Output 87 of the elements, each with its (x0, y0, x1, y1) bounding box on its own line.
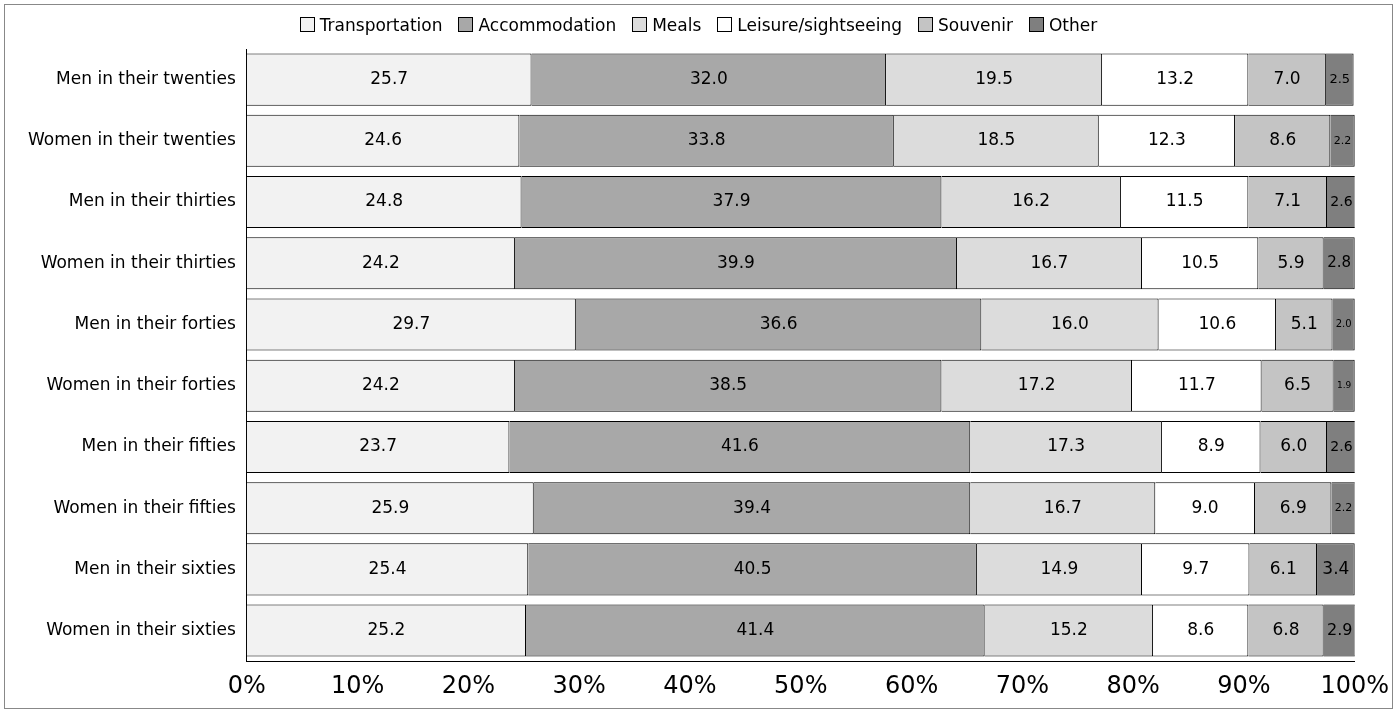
data-label: 9.0 (1191, 496, 1219, 517)
y-tick-label: Women in their thirties (40, 251, 236, 272)
data-label: 5.9 (1277, 251, 1305, 272)
data-label: 8.6 (1187, 619, 1215, 640)
data-label: 16.7 (1030, 251, 1069, 272)
data-label: 25.7 (370, 68, 409, 89)
y-tick-label: Men in their fifties (81, 435, 236, 456)
data-label: 6.5 (1284, 374, 1312, 395)
data-label: 25.9 (371, 496, 410, 517)
x-tick-label: 10% (330, 670, 385, 699)
y-tick-label: Men in their sixties (74, 557, 236, 578)
data-label: 10.6 (1198, 312, 1237, 333)
x-tick-label: 80% (1106, 670, 1160, 699)
x-tick-label: 20% (441, 670, 496, 699)
data-label: 13.2 (1156, 68, 1195, 89)
series-label: Accommodation (478, 15, 617, 35)
data-label: 33.8 (687, 129, 726, 150)
legend-label: Other (1048, 15, 1098, 35)
data-label: 41.4 (736, 619, 775, 640)
data-label: 25.4 (368, 557, 407, 578)
data-label: 38.5 (709, 374, 748, 395)
data-label: 16.0 (1051, 312, 1089, 333)
data-label: 17.2 (1017, 374, 1056, 395)
data-label: 11.7 (1177, 374, 1216, 395)
data-label: 10.5 (1181, 251, 1220, 272)
data-label: 8.6 (1269, 129, 1297, 150)
x-tick-label: 40% (663, 670, 717, 699)
data-label: 40.5 (733, 557, 772, 578)
data-label: 29.7 (392, 312, 431, 333)
data-label: 25.2 (367, 619, 406, 640)
data-label: 2.8 (1327, 253, 1352, 272)
data-label: 3.4 (1322, 557, 1350, 578)
data-label: 7.1 (1274, 190, 1302, 211)
data-label: 32.0 (689, 68, 728, 89)
y-tick-label: Women in their sixties (46, 619, 236, 640)
legend-label: Meals (652, 15, 702, 35)
data-label: 2.9 (1327, 619, 1353, 639)
x-tick-label: 30% (552, 670, 606, 699)
data-label: 2.6 (1330, 437, 1353, 454)
data-label: 1.9 (1337, 380, 1352, 391)
data-label: 2.6 (1330, 192, 1353, 209)
data-label: 18.5 (977, 129, 1016, 150)
y-tick-label: Women in their twenties (27, 129, 236, 150)
x-tick-label: 60% (884, 670, 939, 699)
data-label: 2.2 (1333, 133, 1352, 147)
x-tick-label: 50% (774, 670, 828, 699)
data-label: 24.2 (361, 251, 400, 272)
data-label: 2.2 (1334, 501, 1353, 515)
data-label: 6.0 (1280, 435, 1308, 456)
data-label: 24.8 (365, 190, 404, 211)
data-label: 9.7 (1182, 557, 1210, 578)
y-tick-label: Women in their fifties (53, 496, 236, 517)
data-label: 6.8 (1272, 619, 1300, 640)
data-label: 12.3 (1147, 129, 1186, 150)
y-tick-label: Men in their twenties (56, 68, 236, 89)
data-label: 23.7 (359, 435, 398, 456)
y-tick-label: Men in their thirties (68, 190, 236, 211)
data-label: 36.6 (759, 312, 798, 333)
data-label: 39.9 (717, 251, 755, 272)
data-label: 24.2 (361, 374, 400, 395)
legend-label: Leisure/sightseeing (737, 15, 902, 35)
data-label: 2.0 (1335, 318, 1352, 330)
data-label: 41.6 (720, 435, 759, 456)
data-label: 6.9 (1279, 496, 1307, 517)
data-label: 24.6 (364, 129, 403, 150)
legend-label: Transportation (319, 15, 443, 35)
y-tick-label: Men in their forties (74, 312, 236, 333)
data-label: 16.7 (1043, 496, 1082, 517)
data-label: 14.9 (1040, 557, 1079, 578)
data-label: 11.5 (1165, 190, 1204, 211)
x-tick-label: 70% (995, 670, 1050, 699)
data-label: 37.9 (712, 190, 751, 211)
data-label: 6.1 (1269, 557, 1297, 578)
data-label: 17.3 (1047, 435, 1086, 456)
data-label: 19.5 (975, 68, 1014, 89)
data-label: 2.5 (1329, 70, 1351, 86)
data-label: 15.2 (1049, 619, 1088, 640)
x-tick-label: 0% (227, 670, 266, 699)
data-label: 16.2 (1012, 190, 1051, 211)
data-label: 7.0 (1273, 68, 1301, 89)
data-label: 39.4 (733, 496, 771, 517)
x-tick-label: 100% (1320, 670, 1390, 699)
legend-label: Souvenir (938, 15, 1013, 35)
x-tick-label: 90% (1217, 670, 1271, 699)
data-label: 8.9 (1197, 435, 1225, 456)
y-tick-label: Women in their forties (46, 374, 236, 395)
data-label: 5.1 (1290, 312, 1318, 333)
